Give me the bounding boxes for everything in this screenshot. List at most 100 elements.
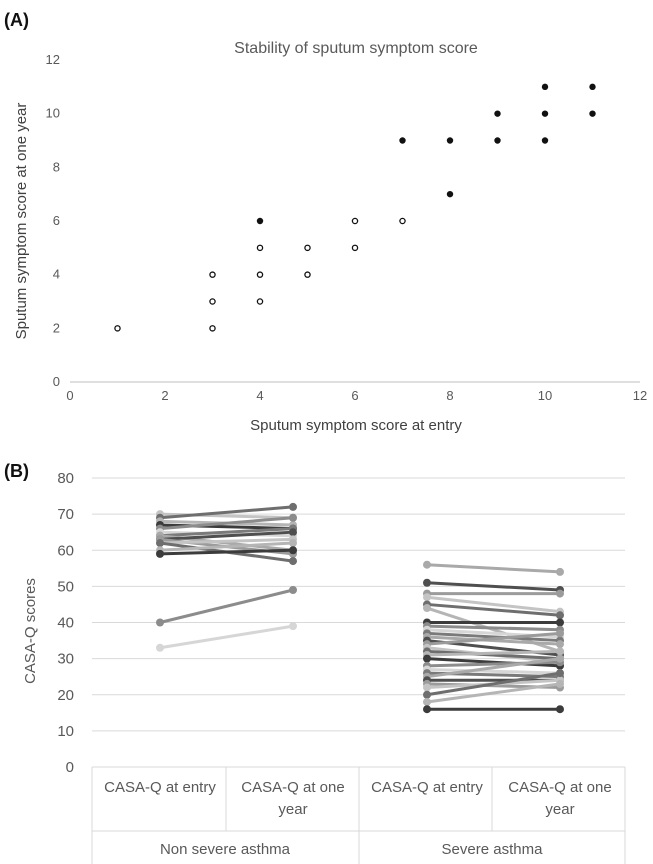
chart-b-ytick-label: 70	[57, 506, 74, 523]
chart-a-xtick-label: 2	[161, 388, 168, 403]
chart-a-xlabel: Sputum symptom score at entry	[250, 417, 462, 434]
data-point-open	[351, 244, 359, 252]
chart-a-xtick-label: 4	[256, 388, 263, 403]
series-line	[426, 649, 561, 661]
series-line	[159, 537, 294, 545]
series-line	[426, 581, 561, 592]
chart-a-xtick-label: 8	[446, 388, 453, 403]
series-line	[159, 588, 294, 624]
panel-b-label: (B)	[4, 461, 29, 481]
data-point-open	[399, 217, 406, 225]
chart-a-xtick-label: 6	[351, 388, 358, 403]
series-point-one-year	[289, 622, 297, 631]
series-point-entry	[423, 593, 431, 602]
data-point-open	[304, 244, 311, 252]
chart-a-xtick-label: 10	[538, 388, 552, 403]
chart-a-ytick-label: 8	[53, 159, 60, 174]
series-line	[159, 530, 294, 538]
series-point-one-year	[556, 618, 564, 627]
series-point-one-year	[289, 557, 297, 566]
category-label: CASA-Q at entry	[371, 779, 483, 796]
series-line	[426, 631, 561, 643]
series-point-entry	[423, 578, 431, 587]
category-label: year	[545, 801, 574, 818]
data-point-filled	[541, 110, 549, 117]
data-point-filled	[399, 137, 406, 144]
series-point-entry	[156, 539, 164, 548]
series-line	[426, 667, 561, 675]
chart-b-ytick-label: 60	[57, 542, 74, 559]
series-line	[159, 516, 294, 531]
series-line	[159, 530, 294, 541]
series-point-one-year	[289, 502, 297, 511]
chart-b-ytick-label: 20	[57, 687, 74, 704]
line-chart-casa-q: CASA-Q scores 0 10 20 30 40 50 60 70 80 CASA-Q a…	[22, 470, 626, 864]
series-point-entry	[423, 604, 431, 613]
chart-b-ytick-label: 10	[57, 723, 74, 740]
series-point-one-year	[556, 567, 564, 576]
series-point-one-year	[556, 611, 564, 620]
series-point-entry	[423, 683, 431, 692]
data-point-open	[114, 325, 121, 332]
series-point-one-year	[289, 546, 297, 555]
data-point-filled	[589, 110, 596, 117]
data-point-open	[209, 298, 216, 305]
series-point-entry	[423, 690, 431, 699]
series-point-entry	[423, 560, 431, 569]
series-line	[426, 563, 561, 574]
group-label: Severe asthma	[442, 841, 544, 858]
series-point-one-year	[556, 679, 564, 688]
series-line	[426, 602, 561, 617]
series-line	[426, 635, 561, 646]
series-line	[426, 671, 561, 697]
chart-b-ylabel: CASA-Q scores	[22, 578, 39, 684]
category-label: CASA-Q at entry	[104, 779, 216, 796]
data-point-open	[304, 271, 311, 278]
chart-a-ytick-label: 4	[53, 267, 60, 282]
data-point-open	[209, 271, 216, 278]
data-point-open	[351, 217, 359, 225]
series-line	[426, 649, 561, 657]
chart-a-ytick-label: 12	[46, 52, 60, 67]
data-point-filled	[446, 190, 454, 198]
data-point-filled	[494, 137, 501, 144]
series-point-entry	[423, 705, 431, 714]
panel-a-label: (A)	[4, 10, 29, 30]
series-point-one-year	[556, 647, 564, 656]
series-point-one-year	[289, 539, 297, 548]
group-label: Non severe asthma	[160, 841, 291, 858]
data-point-open	[209, 325, 216, 332]
chart-a-ytick-label: 0	[53, 374, 60, 389]
chart-a-title: Stability of sputum symptom score	[234, 40, 478, 57]
data-point-filled	[446, 137, 454, 144]
series-point-one-year	[556, 669, 564, 678]
category-label: CASA-Q at one	[508, 779, 611, 796]
series-point-entry	[423, 697, 431, 706]
series-line	[426, 657, 561, 668]
series-point-entry	[156, 549, 164, 558]
series-line	[159, 505, 294, 520]
data-point-open	[256, 244, 264, 252]
data-point-filled	[541, 83, 549, 91]
chart-a-ylabel: Sputum symptom score at one year	[13, 103, 30, 340]
chart-b-ytick-label: 80	[57, 470, 74, 487]
series-point-entry	[423, 654, 431, 663]
series-point-one-year	[556, 705, 564, 714]
chart-b-ytick-label: 30	[57, 651, 74, 668]
series-line	[426, 631, 561, 646]
chart-a-ytick-label: 10	[46, 106, 60, 121]
series-point-one-year	[556, 629, 564, 638]
chart-b-ytick-label: 50	[57, 578, 74, 595]
series-line	[426, 624, 561, 632]
series-line	[159, 624, 294, 650]
chart-b-ytick-label: 0	[66, 759, 74, 776]
category-label: CASA-Q at one	[241, 779, 344, 796]
data-point-filled	[256, 217, 264, 225]
series-point-one-year	[556, 640, 564, 649]
chart-a-ytick-label: 2	[53, 320, 60, 335]
series-point-one-year	[289, 585, 297, 594]
series-line	[426, 595, 561, 614]
chart-b-ytick-label: 40	[57, 615, 74, 632]
data-point-filled	[589, 83, 596, 91]
chart-a-ytick-label: 6	[53, 213, 60, 228]
